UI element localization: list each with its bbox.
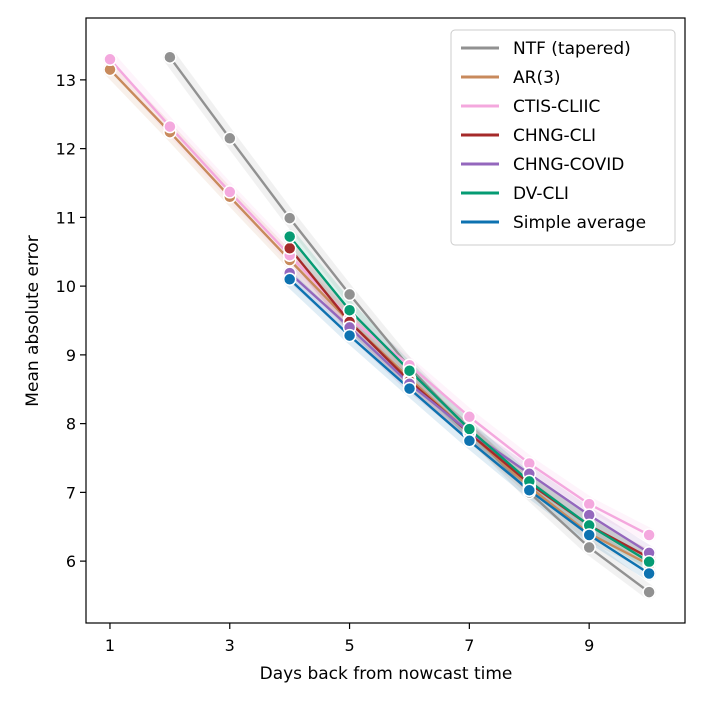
y-tick-label: 9 — [66, 346, 76, 365]
y-tick-label: 10 — [56, 277, 76, 296]
y-tick-label: 6 — [66, 552, 76, 571]
y-tick-label: 8 — [66, 415, 76, 434]
point-dv-cli — [462, 422, 477, 436]
x-tick-label: 5 — [344, 636, 354, 655]
point-simple-average — [522, 483, 537, 498]
plot-frame — [85, 17, 686, 624]
point-ctis-cliic — [462, 410, 477, 424]
legend-label-dv-cli: DV-CLI — [513, 184, 569, 204]
point-dv-cli — [342, 303, 357, 317]
point-ctis-cliic — [642, 528, 656, 542]
point-ctis-cliic — [223, 185, 237, 199]
point-ctis-cliic — [582, 497, 596, 511]
y-tick-label: 13 — [56, 71, 76, 90]
y-tick-label: 7 — [66, 483, 76, 502]
x-tick-label: 1 — [105, 636, 115, 655]
point-ntf-tapered — [342, 287, 357, 302]
point-dv-cli — [282, 229, 297, 244]
legend-label-ntf-tapered: NTF (tapered) — [513, 39, 631, 59]
point-ntf-tapered — [642, 585, 656, 599]
legend-label-ar-3: AR(3) — [513, 68, 561, 88]
point-chng-cli — [282, 241, 297, 256]
point-ntf-tapered — [223, 131, 237, 146]
point-ntf-tapered — [582, 540, 596, 555]
x-axis: 1 3 5 7 9 — [105, 623, 594, 655]
y-tick-label: 12 — [56, 140, 76, 159]
legend: NTF (tapered) AR(3) CTIS-CLIIC CHNG-CLI CHNG… — [450, 29, 676, 246]
point-simple-average — [582, 528, 596, 542]
legend-label-chng-cli: CHNG-CLI — [513, 126, 596, 146]
legend-box — [450, 29, 676, 246]
x-axis-label: Days back from nowcast time — [260, 664, 513, 684]
y-axis-label: Mean absolute error — [23, 235, 43, 406]
point-dv-cli — [402, 363, 417, 378]
point-simple-average — [342, 328, 357, 343]
legend-label-simple-average: Simple average — [513, 213, 646, 233]
x-tick-label: 9 — [584, 636, 594, 655]
legend-label-chng-covid: CHNG-COVID — [513, 155, 624, 175]
point-simple-average — [282, 272, 297, 287]
point-ntf-tapered — [282, 211, 297, 225]
point-ctis-cliic — [103, 52, 117, 67]
point-dv-cli — [642, 555, 656, 569]
series-markers — [103, 50, 656, 599]
legend-label-ctis-cliic: CTIS-CLIIC — [513, 97, 600, 117]
point-ctis-cliic — [163, 119, 177, 134]
y-axis: 6 7 8 9 10 11 12 13 — [56, 71, 86, 571]
point-ntf-tapered — [163, 50, 177, 64]
point-simple-average — [642, 566, 656, 581]
x-tick-label: 3 — [225, 636, 235, 655]
point-simple-average — [402, 381, 417, 396]
x-tick-label: 7 — [464, 636, 474, 655]
y-tick-label: 11 — [56, 208, 76, 227]
point-simple-average — [462, 434, 477, 448]
